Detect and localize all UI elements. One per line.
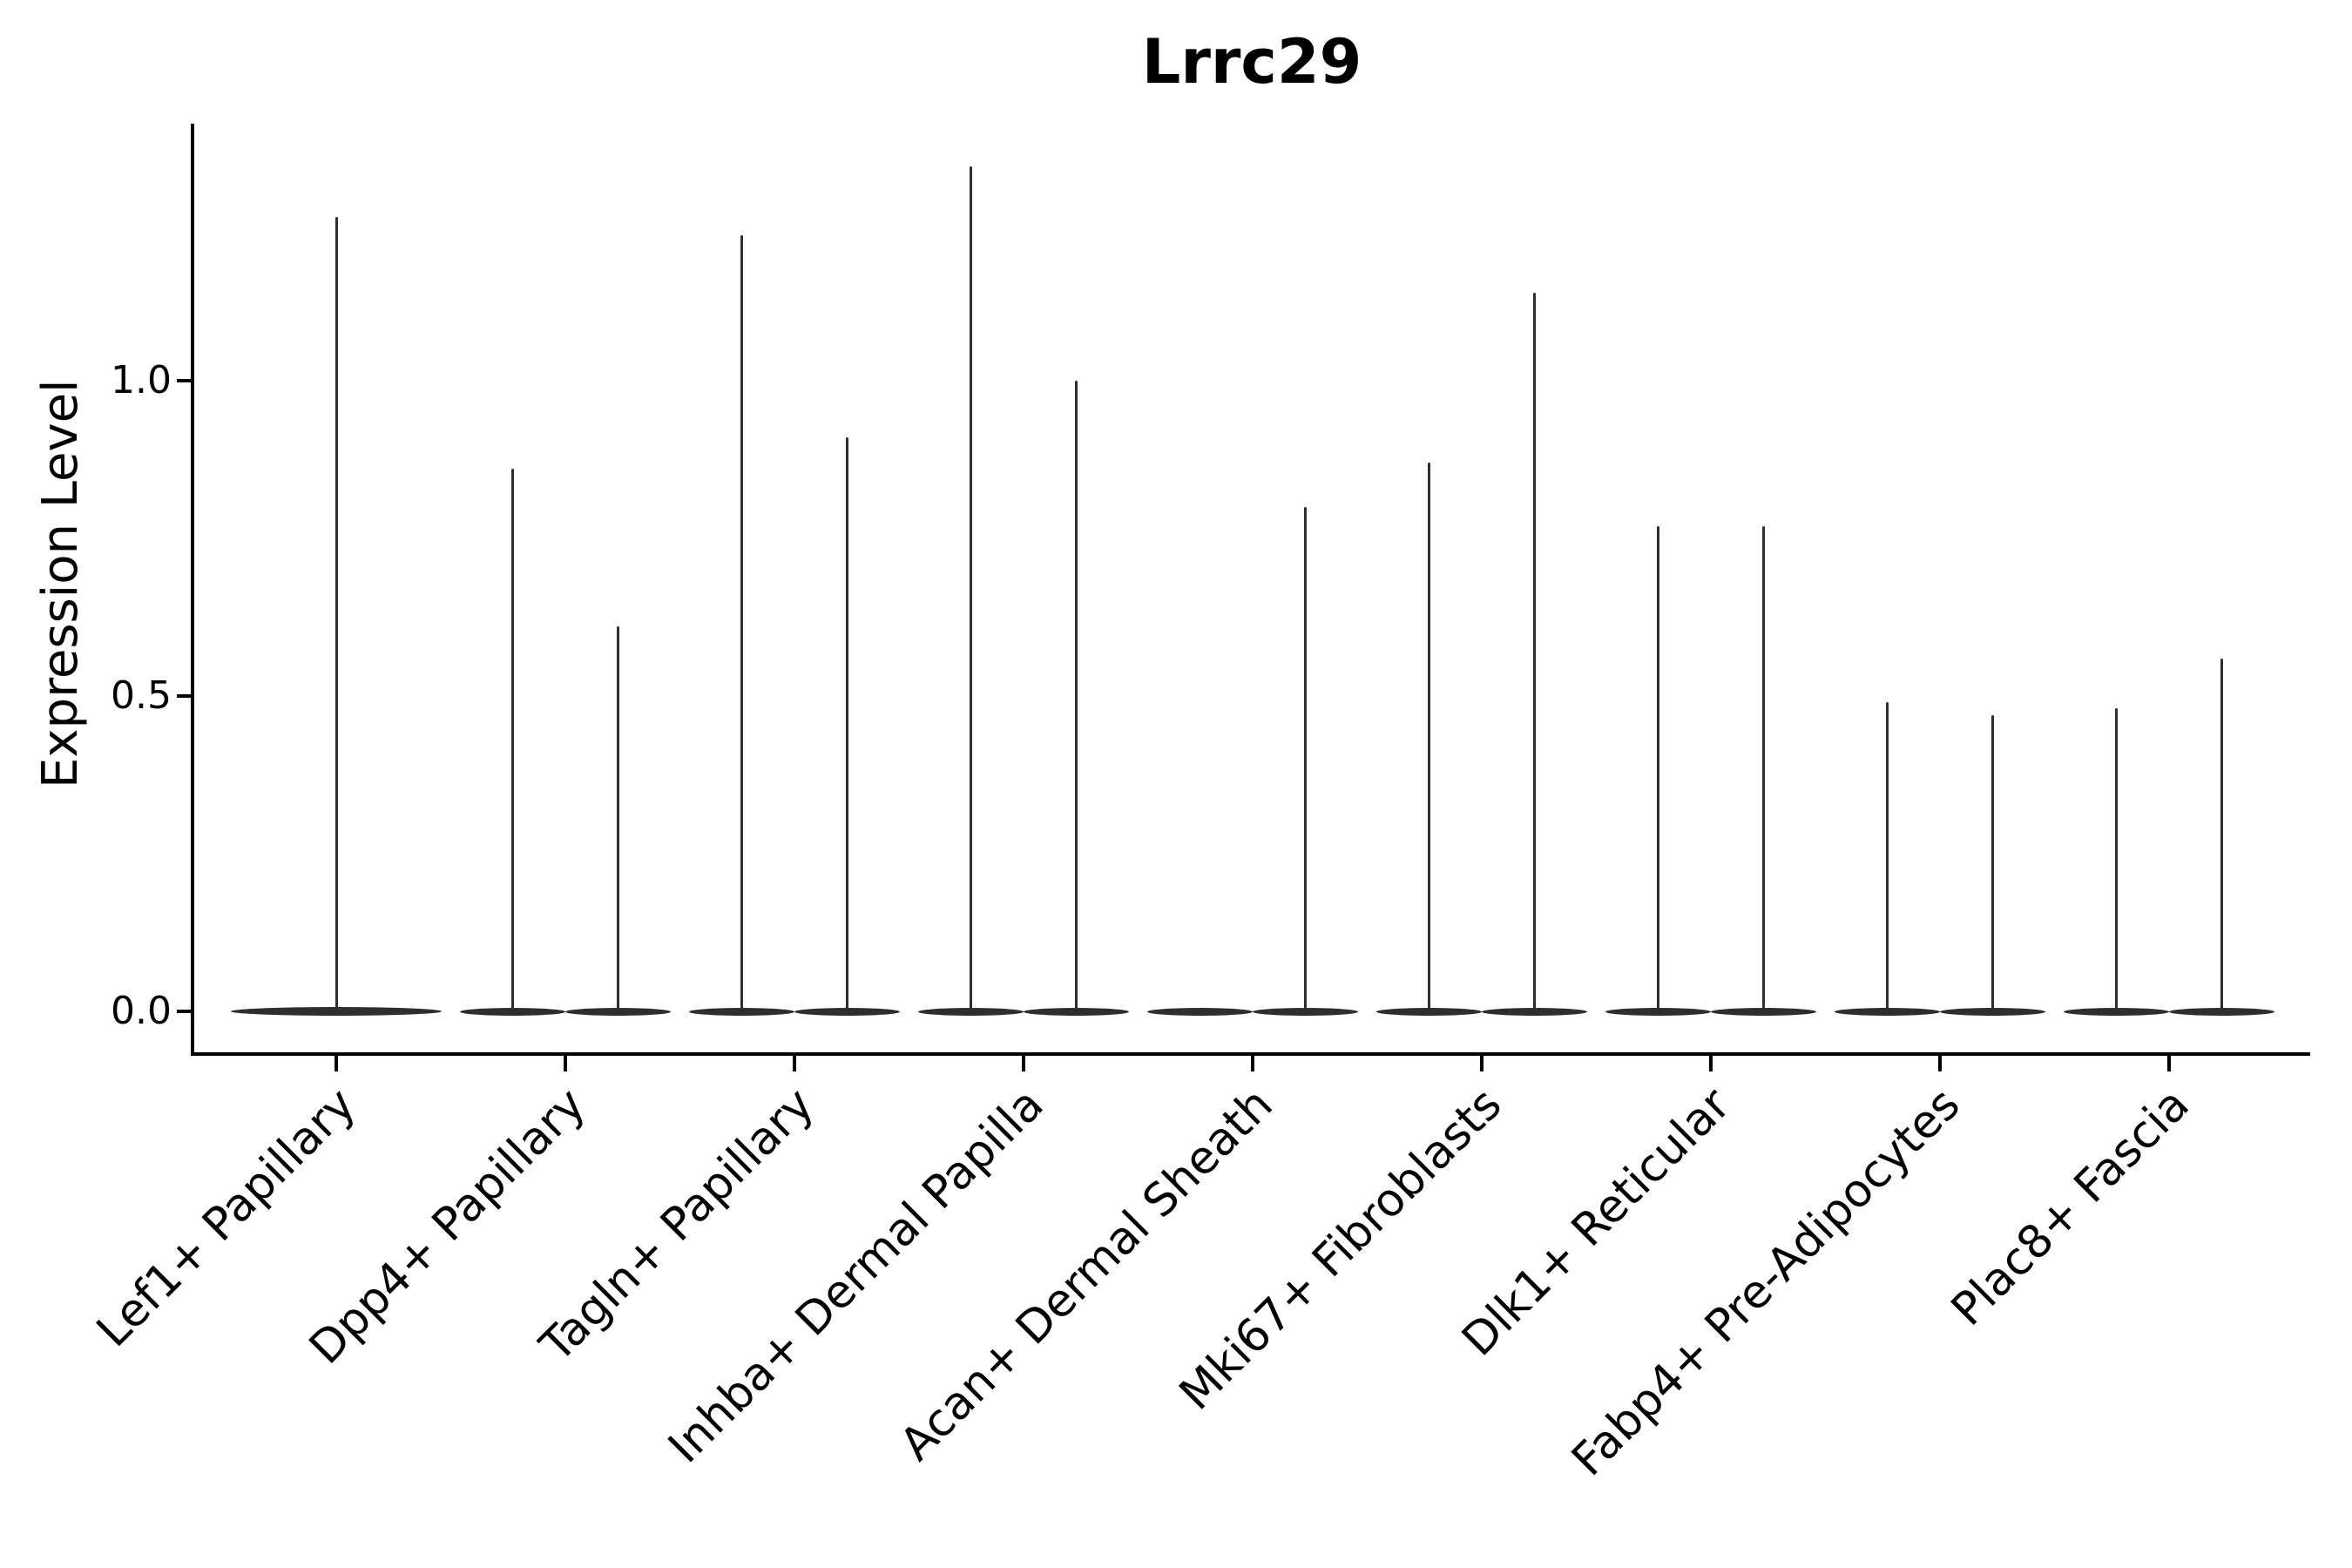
y-tick-label: 0.0: [111, 989, 172, 1033]
violin-spike: [617, 626, 619, 1011]
violin-body: [1605, 1007, 1711, 1016]
violin-spike: [1075, 381, 1078, 1011]
violin-body: [1711, 1007, 1816, 1016]
violin-body: [2169, 1007, 2274, 1016]
violin-body: [231, 1007, 442, 1016]
x-tick: [1709, 1056, 1713, 1071]
violin-spike: [1991, 714, 1994, 1011]
y-tick: [177, 379, 191, 382]
violin-spike: [1886, 702, 1889, 1011]
violin-body: [1376, 1007, 1482, 1016]
violin-body: [794, 1007, 900, 1016]
violin-spike: [2220, 658, 2223, 1011]
violin-spike: [511, 469, 514, 1011]
x-tick-label: Fabp4+ Pre-Adipocytes: [1562, 1078, 1970, 1487]
violin-spike: [1762, 525, 1765, 1011]
violin-spike: [970, 166, 972, 1011]
y-axis-spine: [191, 124, 194, 1056]
violin-spike: [1533, 292, 1536, 1011]
violin-body: [565, 1007, 671, 1016]
y-tick-label: 0.5: [111, 673, 172, 718]
x-tick: [335, 1056, 338, 1071]
x-tick-label: Plac8+ Fascia: [1941, 1078, 2200, 1336]
violin-body: [460, 1007, 565, 1016]
violin-spike: [1657, 525, 1659, 1011]
y-tick-label: 1.0: [111, 358, 172, 402]
violin-body: [1835, 1007, 1940, 1016]
violin-spike: [740, 235, 743, 1011]
violin-body: [1482, 1007, 1587, 1016]
violin-body: [2064, 1007, 2169, 1016]
violin-spike: [2115, 708, 2118, 1011]
x-tick: [564, 1056, 567, 1071]
violin-spike: [1428, 463, 1430, 1011]
x-tick-label: Inhba+ Dermal Papilla: [658, 1078, 1054, 1474]
x-tick: [1938, 1056, 1942, 1071]
x-tick: [2167, 1056, 2171, 1071]
chart-title: Lrrc29: [1141, 26, 1362, 98]
violin-body: [689, 1007, 794, 1016]
violin-spike: [335, 216, 338, 1011]
x-tick: [1251, 1056, 1254, 1071]
violin-spike: [846, 437, 848, 1011]
violin-spike: [1304, 506, 1307, 1011]
x-tick-label: Acan+ Dermal Sheath: [889, 1078, 1283, 1471]
violin-body: [1253, 1007, 1358, 1016]
x-tick: [793, 1056, 796, 1071]
x-axis-spine: [191, 1052, 2310, 1056]
x-tick: [1480, 1056, 1484, 1071]
violin-body: [918, 1007, 1024, 1016]
violin-body: [1940, 1007, 2045, 1016]
violin-body: [1147, 1007, 1253, 1016]
y-axis-label: Expression Level: [32, 379, 89, 788]
violin-body: [1024, 1007, 1129, 1016]
y-tick: [177, 694, 191, 698]
y-tick: [177, 1010, 191, 1013]
x-tick: [1022, 1056, 1025, 1071]
